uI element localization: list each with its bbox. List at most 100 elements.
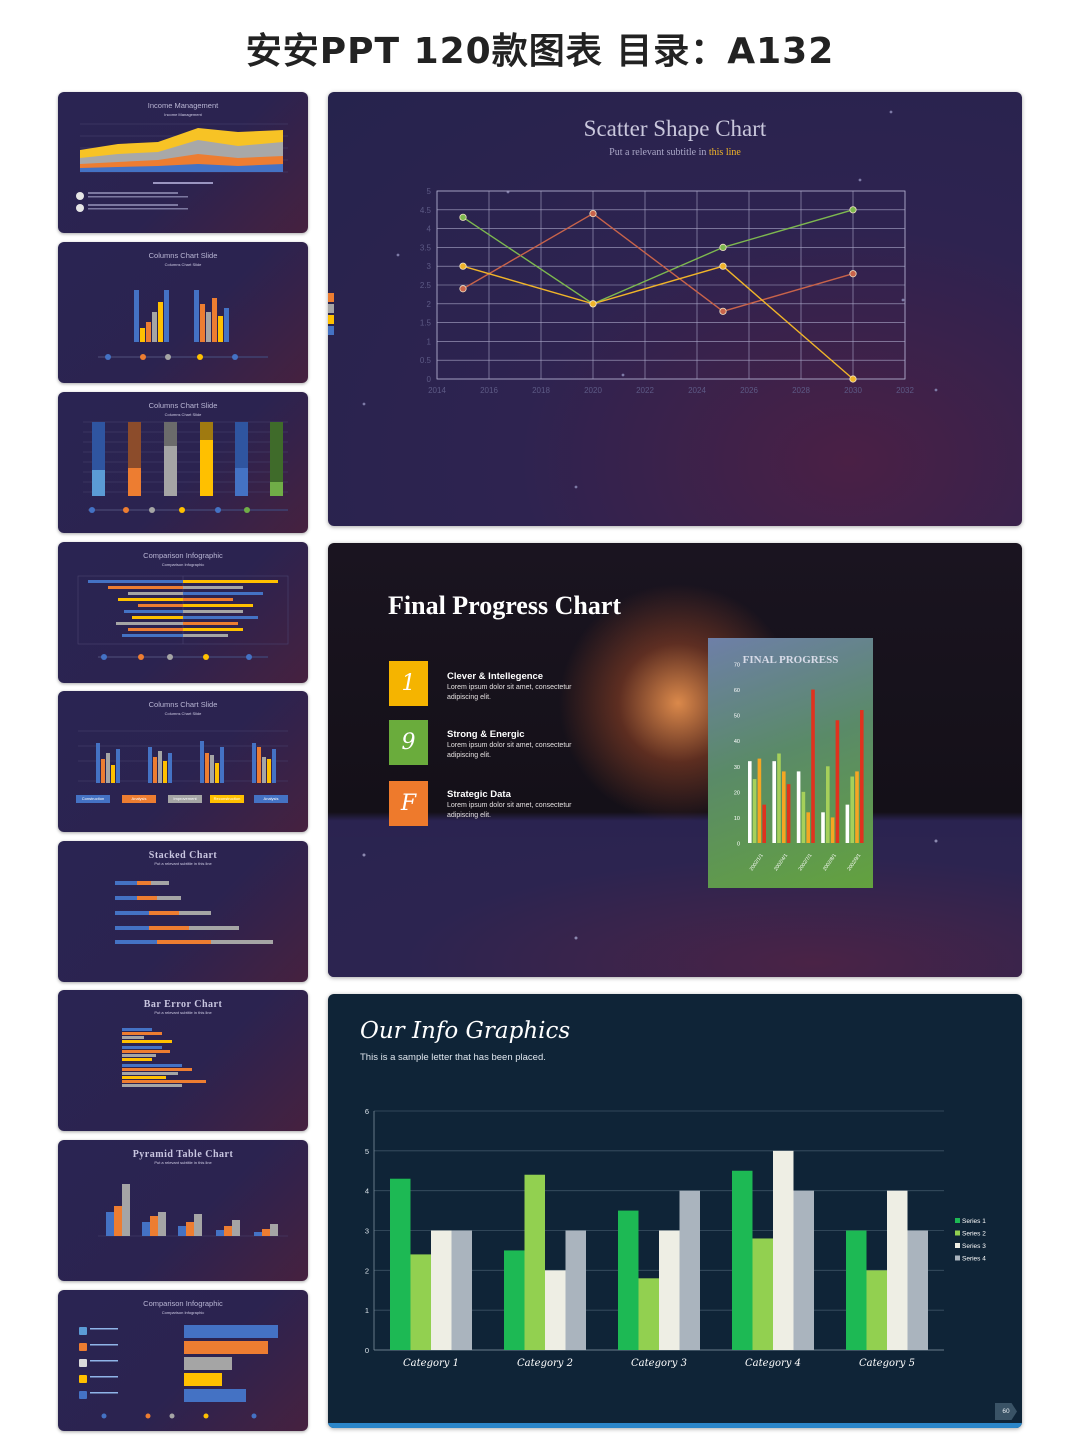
background-stars <box>362 839 938 940</box>
bar-series-3 <box>659 1230 680 1350</box>
x-category-label: Category 4 <box>745 1358 801 1369</box>
thumbnail-label: Construction <box>81 796 105 801</box>
thumbnail-stacked-bar-chart <box>115 881 273 944</box>
bar-series-3 <box>887 1190 908 1350</box>
thumbnail-column-chart <box>98 290 268 360</box>
progress-bar <box>855 771 859 843</box>
item-badge-1: 1 <box>389 661 428 706</box>
background-star <box>574 485 578 489</box>
slide-info-graphics[interactable]: Our Info Graphics This is a sample lette… <box>328 994 1022 1428</box>
background-star <box>362 402 366 406</box>
thumbnail-bar <box>252 743 256 783</box>
thumbnail-columns-chart-2[interactable]: Columns Chart Slide Columns Chart Slide <box>58 392 308 533</box>
y-tick-label: 0 <box>365 1346 369 1355</box>
series-line-2 <box>462 212 854 313</box>
thumbnail-bar <box>168 753 172 783</box>
y-tick-label: 10 <box>734 816 740 822</box>
y-tick-label: 5 <box>427 187 432 196</box>
x-tick-label: 2016 <box>480 386 498 395</box>
thumbnail-bar <box>267 759 271 783</box>
thumbnail-bar <box>205 753 209 783</box>
x-tick-label: 2002/7/1 <box>798 853 814 873</box>
bar-series-1 <box>732 1170 753 1350</box>
slide-side-tabs <box>328 293 334 337</box>
item-badge-f: F <box>389 781 428 826</box>
thumbnail-grouped-column-chart <box>76 730 288 803</box>
y-tick-label: 4 <box>365 1187 369 1196</box>
thumbnail-bar <box>96 743 100 783</box>
subtitle-text: Put a relevant subtitle in <box>609 147 709 158</box>
slide-subtitle: This is a sample letter that has been pl… <box>360 1052 546 1063</box>
thumbnail-columns-chart-1[interactable]: Columns Chart Slide Columns Chart Slide <box>58 242 308 383</box>
x-category-label: Category 1 <box>403 1358 459 1369</box>
data-point <box>459 262 467 270</box>
thumbnail-columns-chart-3[interactable]: Columns Chart Slide Columns Chart Slide … <box>58 691 308 832</box>
data-point <box>459 285 467 293</box>
progress-bar <box>796 771 801 843</box>
thumbnail-checklist-bar-chart <box>79 1325 278 1419</box>
y-tick-label: 70 <box>734 663 740 669</box>
thumbnail-bar <box>200 741 204 783</box>
x-category-label: Category 2 <box>517 1358 573 1369</box>
background-star <box>889 110 893 114</box>
background-star <box>858 178 862 182</box>
item-badge-9: 9 <box>389 720 428 765</box>
thumbnail-bar <box>262 757 266 783</box>
x-tick-label: 2022 <box>636 386 654 395</box>
thumbnail-subtitle: Columns Chart Slide <box>164 262 202 267</box>
slide-final-progress-chart[interactable]: Final Progress Chart 1 Clever & Intelleg… <box>328 543 1022 977</box>
bar-series-1 <box>390 1178 411 1350</box>
thumbnail-error-bar-chart <box>122 1028 206 1087</box>
thumbnail-bar <box>215 763 219 783</box>
slide-scatter-shape-chart[interactable]: 0 0.5 1 1.5 2 2.5 3 3.5 4 4.5 5 2014 2016 2018 2020 202… <box>328 92 1022 526</box>
scatter-chart: 0 0.5 1 1.5 2 2.5 3 3.5 4 4.5 5 2014 2016 2018 2020 202… <box>362 110 938 489</box>
thumbnail-comparison-infographic-1[interactable]: Comparison Infographic Comparison Infogr… <box>58 542 308 683</box>
thumbnail-bar-error-chart[interactable]: Bar Error Chart Put a relevant subtitle … <box>58 990 308 1131</box>
thumbnail-bar <box>272 749 276 783</box>
progress-bar <box>786 784 791 843</box>
thumbnail-label: Improvement <box>173 796 197 801</box>
thumbnail-subtitle: Comparison Infographic <box>161 562 205 567</box>
bottom-accent-bar <box>328 1423 1022 1428</box>
progress-bar <box>806 812 810 843</box>
bar-series-4 <box>565 1230 586 1350</box>
item-description: Lorem ipsum dolor sit amet, consectetur … <box>447 802 572 819</box>
legend-label: Series 1 <box>962 1218 986 1225</box>
x-tick-label: 2014 <box>428 386 446 395</box>
thumbnail-subtitle: Comparison Infographic <box>161 1310 205 1315</box>
data-point <box>849 206 857 214</box>
thumbnail-income-management[interactable]: Income Management Income Management <box>58 92 308 233</box>
thumbnail-subtitle: Income Management <box>164 112 202 117</box>
progress-bar <box>777 753 781 843</box>
thumbnail-bar <box>210 755 214 783</box>
progress-bar <box>782 771 786 843</box>
series-line-3 <box>462 265 854 380</box>
series-line-1 <box>462 209 854 305</box>
item-title: Strategic Data <box>447 789 511 800</box>
bar-series-4 <box>451 1230 472 1350</box>
thumbnail-pyramid-table-chart[interactable]: Pyramid Table Chart Put a relevant subti… <box>58 1140 308 1281</box>
progress-bar <box>830 817 835 843</box>
thumbnail-bar <box>163 761 167 783</box>
thumbnail-stacked-chart[interactable]: Stacked Chart Put a relevant subtitle in… <box>58 841 308 982</box>
thumbnail-bar <box>220 747 224 783</box>
progress-bar <box>850 776 854 843</box>
x-tick-label: 2026 <box>740 386 758 395</box>
bar-series-4 <box>793 1190 814 1350</box>
y-tick-label: 3.5 <box>420 243 432 252</box>
thumbnail-title: Columns Chart Slide <box>148 401 218 410</box>
x-category-label: Category 3 <box>631 1358 687 1369</box>
thumbnail-bar <box>101 759 105 783</box>
data-point <box>719 262 727 270</box>
thumbnail-comparison-infographic-2[interactable]: Comparison Infographic Comparison Infogr… <box>58 1290 308 1431</box>
item-title: Strong & Energic <box>447 729 525 740</box>
thumbnail-bar <box>148 747 152 783</box>
page-number: 60 <box>995 1403 1017 1420</box>
thumbnail-title: Comparison Infographic <box>143 1299 223 1308</box>
thumbnail-title: Stacked Chart <box>148 850 218 861</box>
legend-label: Series 3 <box>962 1243 986 1250</box>
thumbnail-bar <box>106 753 110 783</box>
y-tick-label: 3 <box>365 1227 369 1236</box>
y-tick-label: 20 <box>734 790 740 796</box>
y-tick-label: 1 <box>365 1306 369 1315</box>
